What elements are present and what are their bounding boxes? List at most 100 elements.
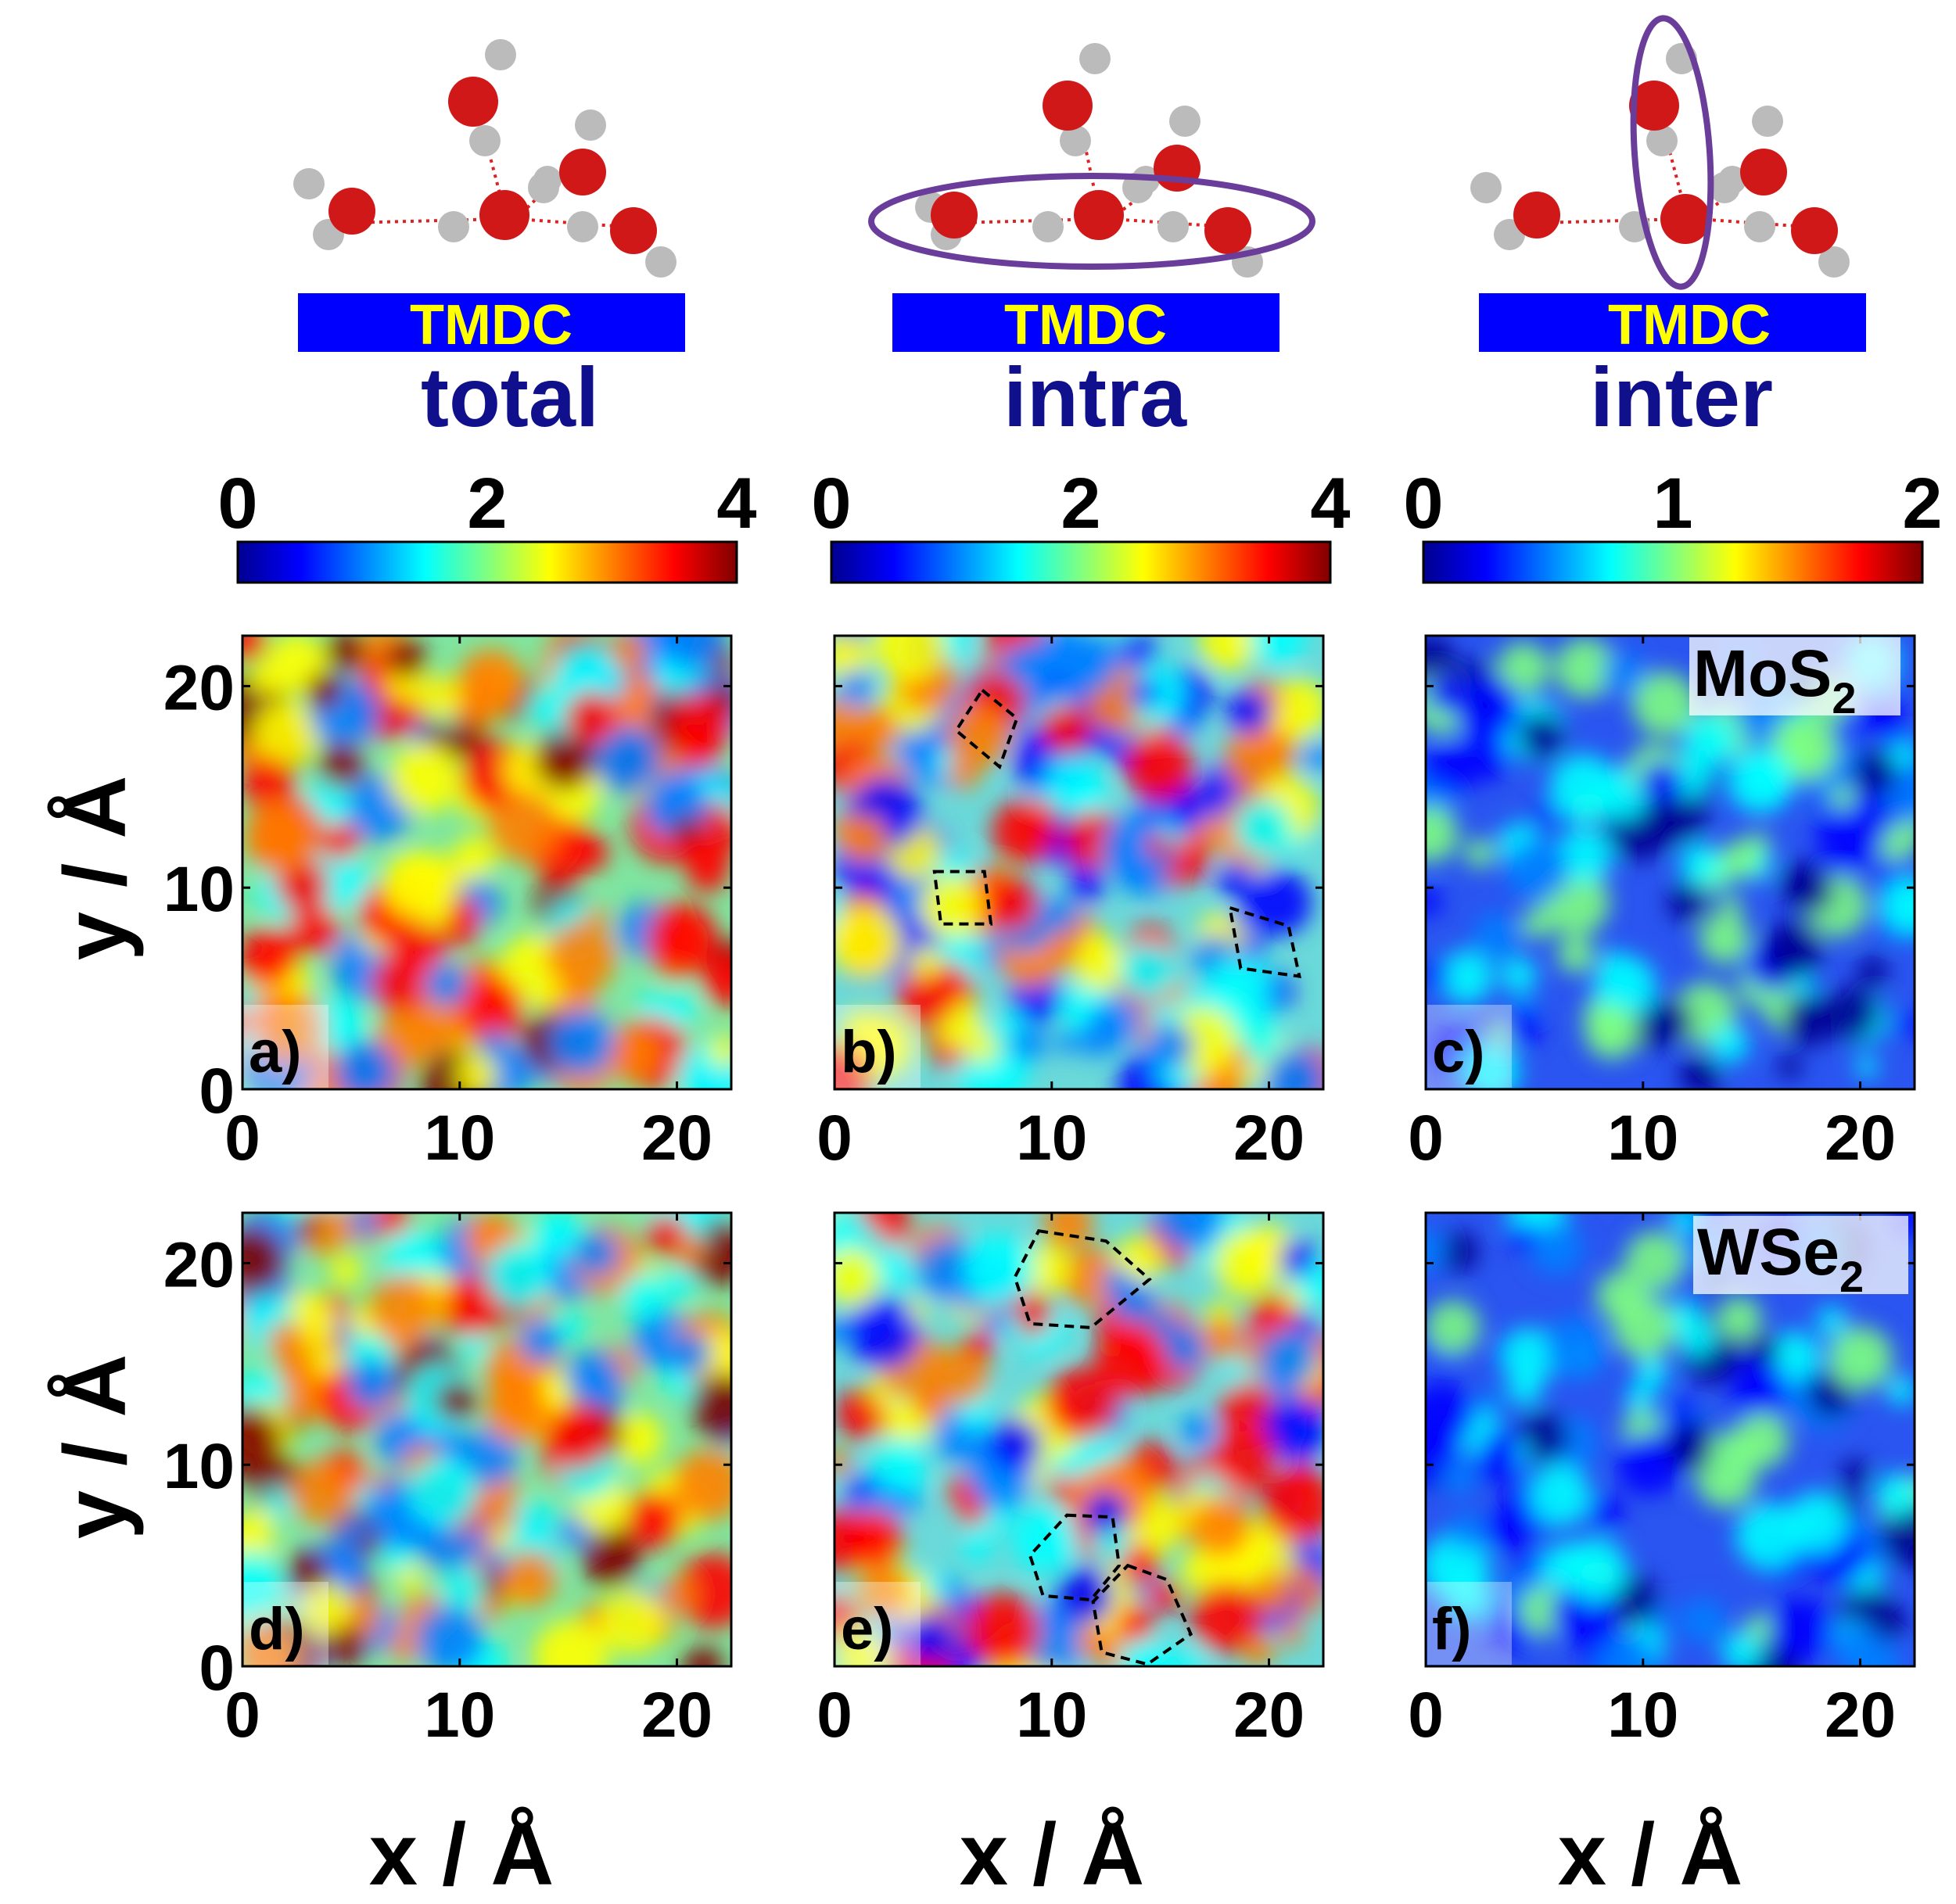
ring-annotation [1091,1563,1193,1666]
panel-frame [241,1211,733,1668]
tmdc-bar-label: TMDC [410,294,572,357]
x-tick-label: 0 [816,1680,852,1751]
x-tick-label: 20 [641,1103,712,1174]
header-intra: TMDC intra [868,43,1315,444]
column-label: total [421,350,599,444]
y-axis-label: y / Å [46,1354,144,1540]
ring-annotation [953,687,1019,769]
header-total: TMDC total [293,39,685,444]
panel-frame [1424,634,1916,1091]
material-label-mos2: MoS2 [1689,636,1900,723]
colorbar-tick-label: 2 [467,464,507,543]
colorbar: 0 2 4 [217,464,757,584]
material-name: MoS [1693,636,1832,710]
material-label-wse2: WSe2 [1693,1215,1908,1301]
heatmap-density [242,636,731,1089]
colorbar-gradient [1422,540,1924,584]
ring-annotation [932,870,993,926]
y-tick-label: 10 [163,1431,235,1502]
x-tick-label: 10 [1607,1103,1678,1174]
panel-label-box [244,1005,328,1088]
heatmap-density [1426,636,1915,1089]
water-cluster-illustration [293,39,677,278]
x-tick-label: 0 [224,1103,260,1174]
panel-label-box [244,1582,328,1665]
material-labels: MoS2 WSe2 [1689,636,1908,1301]
x-axis-label: x / Å [1558,1805,1743,1903]
heatmap-density [834,1213,1323,1666]
colorbar: 0 2 4 [811,464,1351,584]
water-cluster-illustration [915,43,1263,278]
panel-frame [833,634,1325,1091]
panel-label-box [836,1005,921,1088]
panel-label: d) [249,1596,305,1662]
panel-c: c) 0 10 20 [1408,634,1916,1174]
svg-text:WSe2: WSe2 [1697,1215,1864,1301]
panel-label: f) [1432,1596,1472,1662]
panel-frame [241,634,733,1091]
colorbar-tick-label: 0 [1403,464,1443,543]
colorbar-tick-label: 0 [811,464,851,543]
x-tick-label: 20 [641,1680,712,1751]
intra-highlight-ellipse [868,173,1315,270]
x-tick-label: 10 [1016,1103,1087,1174]
tmdc-bar [1479,293,1866,352]
panel-e: e) 0 10 20 [816,1211,1325,1751]
tmdc-bar [892,293,1279,352]
y-axis-label: y / Å [46,776,144,961]
y-tick-label: 0 [199,1056,235,1127]
colorbar-tick-label: 4 [1310,464,1350,543]
colorbar-tick-label: 2 [1902,464,1942,543]
x-tick-label: 10 [1016,1680,1087,1751]
tmdc-bar-label: TMDC [1608,294,1771,357]
inter-highlight-ellipse [1630,15,1714,290]
y-tick-label: 20 [163,652,235,723]
panel-label: b) [841,1019,897,1085]
tmdc-bar-label: TMDC [1004,294,1167,357]
heatmap-density [834,636,1323,1089]
x-tick-label: 20 [1233,1103,1305,1174]
colorbar: 0 1 2 [1403,464,1943,584]
ring-annotation [1013,1229,1152,1329]
x-tick-label: 20 [1233,1680,1305,1751]
ring-annotation [1228,905,1301,978]
heatmap-density [242,1213,731,1666]
colorbar-tick-label: 2 [1061,464,1100,543]
panel-label: a) [249,1019,302,1085]
colorbar-tick-label: 4 [716,464,756,543]
colorbar-gradient [236,540,738,584]
column-label: intra [1003,350,1187,444]
axis-labels: y / Å y / Å x / Å x / Å x / Å [46,776,1742,1903]
material-name: WSe [1697,1215,1839,1289]
panel-label: e) [841,1596,894,1662]
x-tick-label: 10 [424,1103,495,1174]
x-tick-label: 0 [1408,1680,1444,1751]
heatmap-density [1426,1213,1915,1666]
y-tick-label: 0 [199,1633,235,1704]
y-tick-label: 10 [163,854,235,925]
x-tick-label: 0 [224,1680,260,1751]
tmdc-bar [298,293,685,352]
x-tick-label: 0 [1408,1103,1444,1174]
colorbar-tick-label: 1 [1653,464,1692,543]
x-axis-label: x / Å [369,1805,554,1903]
x-tick-label: 20 [1825,1103,1896,1174]
colorbar-gradient [830,540,1332,584]
panel-label-box [836,1582,921,1665]
column-headers: TMDC total TMDC intra [293,15,1866,444]
panel-label-box [1427,1582,1512,1665]
x-tick-label: 10 [1607,1680,1678,1751]
y-tick-label: 20 [163,1229,235,1300]
material-subscript: 2 [1839,1252,1864,1301]
x-tick-label: 10 [424,1680,495,1751]
x-tick-label: 20 [1825,1680,1896,1751]
x-axis-label: x / Å [960,1805,1145,1903]
material-subscript: 2 [1832,673,1856,723]
svg-text:MoS2: MoS2 [1693,636,1856,723]
panel-frame [1424,1211,1916,1668]
